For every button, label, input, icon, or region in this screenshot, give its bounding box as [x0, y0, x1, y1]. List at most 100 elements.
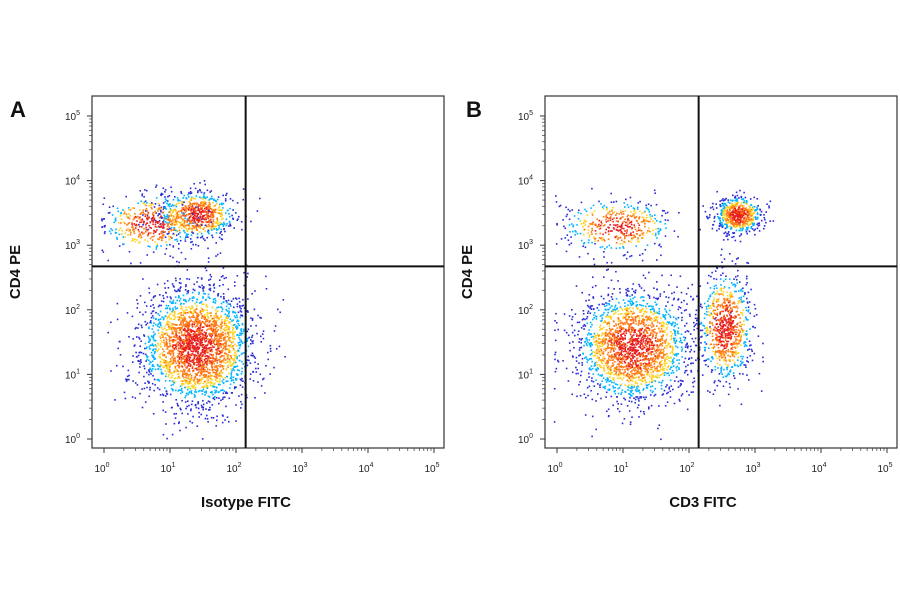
event-dot: [185, 235, 187, 237]
event-dot: [656, 370, 658, 373]
event-dot: [201, 366, 204, 368]
event-dot: [134, 327, 137, 330]
event-dot: [624, 369, 626, 371]
event-dot: [173, 234, 175, 236]
event-dot: [132, 361, 134, 363]
event-dot: [668, 342, 671, 345]
event-dot: [212, 298, 215, 301]
event-dot: [151, 236, 153, 238]
event-dot: [210, 190, 213, 192]
event-dot: [608, 335, 610, 338]
event-dot: [206, 319, 209, 321]
event-dot: [194, 354, 196, 356]
event-dot: [180, 408, 182, 411]
event-dot: [191, 385, 193, 387]
event-dot: [198, 208, 200, 210]
event-dot: [580, 339, 582, 341]
event-dot: [171, 380, 174, 383]
event-dot: [187, 214, 190, 216]
event-dot: [161, 334, 164, 336]
event-dot: [579, 347, 581, 349]
event-dot: [164, 355, 167, 357]
event-dot: [188, 223, 191, 225]
event-dot: [563, 313, 566, 315]
event-dot: [174, 218, 176, 220]
event-dot: [177, 341, 180, 343]
event-dot: [186, 230, 189, 232]
event-dot: [632, 380, 634, 383]
event-dot: [200, 206, 202, 209]
event-dot: [240, 307, 242, 310]
event-dot: [124, 397, 127, 400]
event-dot: [225, 345, 228, 347]
event-dot: [225, 392, 227, 394]
event-dot: [213, 324, 216, 327]
event-dot: [102, 203, 105, 206]
event-dot: [115, 228, 117, 231]
event-dot: [176, 299, 178, 302]
event-dot: [180, 382, 183, 385]
event-dot: [184, 226, 186, 229]
event-dot: [168, 226, 171, 229]
event-dot: [240, 221, 243, 223]
event-dot: [216, 203, 218, 205]
event-dot: [586, 358, 588, 360]
event-dot: [659, 295, 661, 297]
event-dot: [138, 236, 140, 238]
event-dot: [172, 318, 175, 321]
event-dot: [635, 320, 637, 322]
event-dot: [614, 304, 617, 307]
event-dot: [651, 375, 654, 378]
event-dot: [220, 346, 222, 348]
event-dot: [162, 331, 164, 334]
event-dot: [222, 415, 224, 417]
event-dot: [170, 336, 173, 339]
event-dot: [153, 206, 156, 208]
event-dot: [137, 229, 140, 231]
event-dot: [166, 364, 168, 367]
event-dot: [189, 187, 192, 190]
event-dot: [236, 326, 239, 329]
event-dot: [656, 355, 659, 358]
event-dot: [629, 347, 632, 349]
event-dot: [199, 226, 201, 228]
event-dot: [176, 341, 179, 343]
event-dot: [209, 278, 212, 281]
event-dot: [223, 277, 226, 280]
event-dot: [179, 222, 182, 225]
event-dot: [228, 420, 230, 423]
event-dot: [592, 338, 595, 340]
event-dot: [609, 333, 612, 336]
event-dot: [207, 261, 210, 263]
event-dot: [607, 366, 609, 369]
event-dot: [275, 348, 278, 350]
event-dot: [110, 321, 112, 324]
event-dot: [171, 351, 174, 353]
event-dot: [651, 385, 654, 387]
event-dot: [237, 218, 239, 220]
event-dot: [260, 341, 262, 343]
event-dot: [173, 312, 176, 315]
event-dot: [163, 341, 165, 344]
event-dot: [183, 379, 186, 381]
event-dot: [183, 371, 186, 373]
event-dot: [192, 342, 194, 344]
event-dot: [227, 355, 230, 358]
event-dot: [198, 220, 200, 223]
event-dot: [211, 368, 214, 371]
event-dot: [212, 210, 215, 213]
event-dot: [602, 353, 605, 355]
event-dot: [194, 340, 196, 342]
event-dot: [234, 323, 236, 326]
event-dot: [203, 359, 206, 361]
event-dot: [619, 322, 622, 325]
event-dot: [203, 373, 206, 376]
event-dot: [208, 349, 210, 351]
event-dot: [153, 217, 156, 220]
event-dot: [191, 316, 193, 318]
event-dot: [620, 358, 622, 361]
event-dot: [198, 196, 201, 198]
event-dot: [135, 351, 137, 354]
event-dot: [188, 390, 191, 393]
event-dot: [191, 352, 194, 355]
